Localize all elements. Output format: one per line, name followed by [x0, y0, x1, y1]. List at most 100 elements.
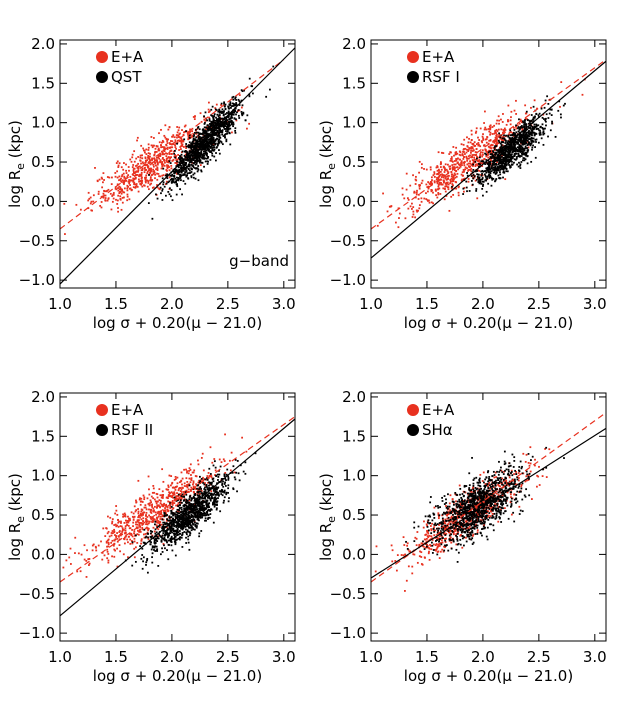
data-point [180, 142, 183, 145]
data-point [497, 156, 499, 159]
data-point [515, 99, 517, 102]
data-point [463, 177, 466, 180]
data-point [200, 530, 203, 532]
data-point [224, 133, 227, 135]
data-point [215, 109, 218, 111]
data-point [140, 538, 143, 541]
data-point [197, 134, 200, 137]
data-point [79, 570, 82, 573]
data-point [160, 146, 163, 149]
data-point [174, 139, 177, 142]
data-point [164, 539, 166, 542]
data-point [161, 188, 164, 191]
data-point [176, 169, 178, 172]
data-point [468, 147, 471, 150]
data-point [517, 153, 520, 156]
data-point [463, 164, 466, 167]
data-point [185, 493, 188, 496]
data-point [494, 129, 497, 132]
data-point [523, 138, 526, 141]
data-point [521, 127, 524, 130]
data-point [149, 155, 151, 158]
data-point [139, 528, 142, 531]
data-point [203, 154, 206, 157]
data-point [196, 158, 199, 161]
data-point [216, 144, 219, 147]
data-point [462, 143, 465, 146]
data-point [111, 176, 113, 179]
data-point [159, 518, 162, 520]
data-point [494, 145, 497, 148]
data-point [215, 508, 218, 511]
data-point [156, 163, 159, 166]
data-point [117, 535, 120, 537]
data-point [129, 538, 132, 541]
y-tick-label: −1.0 [330, 271, 366, 289]
data-point [223, 116, 226, 119]
data-point [541, 116, 544, 119]
data-point [162, 505, 165, 507]
data-point [478, 182, 481, 185]
data-point [199, 139, 201, 142]
data-point [161, 150, 163, 153]
data-point [516, 141, 518, 143]
data-point [166, 142, 169, 144]
data-point [492, 169, 495, 171]
data-point [155, 151, 158, 153]
data-point [133, 547, 136, 550]
data-point [501, 141, 504, 144]
data-point [481, 135, 484, 138]
data-point [176, 160, 178, 163]
data-point [165, 143, 168, 146]
data-point [165, 539, 168, 542]
data-point [171, 502, 174, 505]
data-point [535, 112, 538, 115]
fit-line [59, 59, 285, 230]
data-point [502, 176, 504, 179]
data-point [509, 148, 512, 151]
data-point [526, 140, 529, 143]
data-point [165, 155, 168, 158]
data-point [489, 160, 492, 163]
data-point [136, 136, 139, 139]
data-point [200, 480, 203, 483]
data-point [145, 508, 148, 511]
data-point [206, 496, 209, 499]
data-point [189, 131, 192, 133]
data-point [113, 531, 116, 534]
data-point [196, 525, 198, 527]
data-point [156, 512, 159, 515]
data-point [514, 158, 517, 161]
data-point [166, 518, 169, 521]
data-point [499, 142, 502, 145]
data-point [226, 124, 229, 127]
data-point [209, 473, 212, 475]
data-point [148, 174, 150, 176]
data-point [497, 158, 500, 161]
data-point [170, 544, 173, 547]
data-point [161, 146, 164, 148]
data-point [405, 172, 408, 175]
data-point [157, 520, 159, 522]
data-point [195, 154, 197, 156]
data-point [194, 493, 197, 495]
data-point [500, 145, 503, 148]
data-point [209, 158, 212, 161]
data-point [216, 135, 219, 137]
data-point [506, 141, 509, 144]
data-point [137, 479, 140, 482]
data-point [198, 136, 201, 139]
data-point [168, 152, 171, 154]
data-point [163, 164, 166, 167]
data-point [531, 125, 534, 128]
data-point [206, 157, 209, 160]
data-point [175, 134, 178, 137]
data-point [223, 101, 226, 104]
data-point [211, 154, 214, 157]
data-point [195, 483, 198, 486]
data-point [535, 138, 538, 141]
data-point [433, 180, 436, 183]
data-point [532, 144, 534, 147]
data-point [205, 502, 208, 505]
data-point [478, 176, 481, 179]
